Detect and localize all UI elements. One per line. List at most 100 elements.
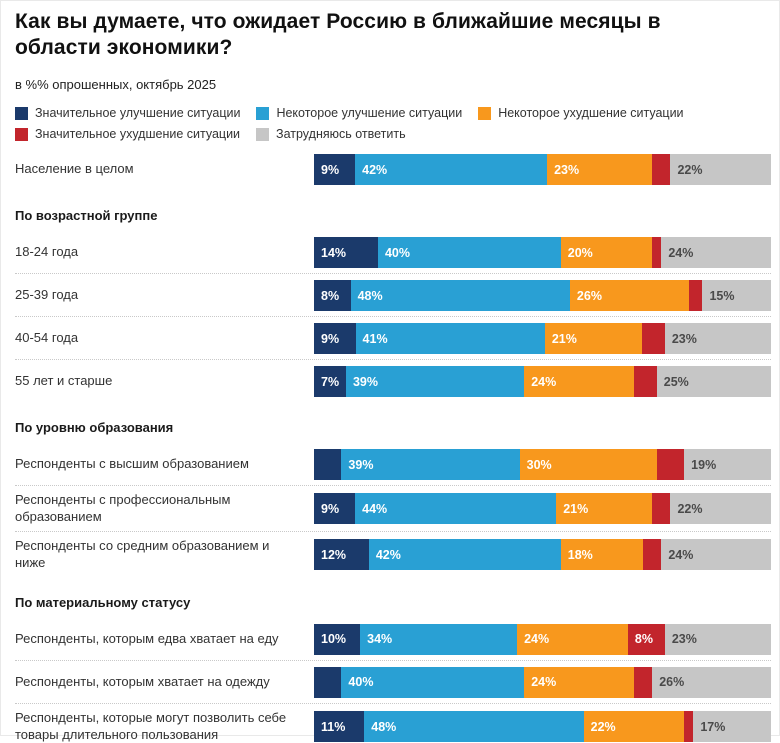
bar-segment-hard-to-answer: 23%: [664, 323, 771, 355]
bar-segment-some-worsening: 21%: [556, 493, 653, 525]
bar-segment-hard-to-answer: 15%: [702, 280, 771, 312]
bar-segment-value: 10%: [321, 632, 347, 647]
bar-segment-some-improvement: 39%: [345, 366, 525, 398]
bar-segment-some-worsening: 26%: [569, 280, 689, 312]
bar-segment-hard-to-answer: 24%: [661, 237, 771, 269]
bar-segment-some-improvement: 40%: [377, 237, 561, 269]
bar-segment-value: 7%: [321, 374, 340, 389]
bar-segment-value: 24%: [531, 374, 557, 389]
bar-segment-value: 42%: [375, 547, 401, 562]
stacked-bar: 7% 39% 24% 25%: [314, 366, 771, 398]
table-row: Респонденты, которым едва хватает на еду…: [15, 623, 771, 655]
bar-segment-hard-to-answer: 22%: [670, 493, 771, 525]
row-label: Респонденты с высшим образованием: [15, 456, 249, 472]
bar-segment-significant-improvement: 9%: [314, 323, 356, 355]
bar-segment-hard-to-answer: 17%: [693, 711, 771, 743]
group-header: По возрастной группе: [15, 208, 158, 224]
row-divider: [15, 273, 771, 275]
legend-item-some-improvement: Некоторое улучшение ситуации: [256, 106, 462, 120]
bar-segment-significant-worsening: [633, 666, 653, 698]
table-row: 55 лет и старше 7% 39% 24% 25%: [15, 366, 771, 398]
bar-segment-significant-worsening: 8%: [627, 623, 665, 655]
row-label: 40-54 года: [15, 330, 79, 346]
bar-segment-some-worsening: 30%: [519, 449, 657, 481]
bar-segment-value: 12%: [321, 547, 347, 562]
bar-segment-value: 40%: [348, 675, 374, 690]
legend: Значительное улучшение ситуации Некоторое…: [15, 106, 765, 141]
bar-segment-significant-worsening: [684, 711, 694, 743]
legend-swatch-some-improvement: [256, 106, 270, 120]
bar-segment-value: 24%: [668, 547, 694, 562]
bar-segment-value: 23%: [554, 162, 580, 177]
bar-segment-some-improvement: 39%: [341, 449, 520, 481]
legend-item-significant-improvement: Значительное улучшение ситуации: [15, 106, 240, 120]
bar-segment-some-worsening: 23%: [547, 154, 653, 186]
stacked-bar: 10% 34% 24% 8% 23%: [314, 623, 771, 655]
bar-segment-value: 19%: [691, 457, 717, 472]
bar-segment-value: 24%: [524, 632, 550, 647]
legend-label: Затрудняюсь ответить: [276, 127, 406, 142]
bar-segment-value: 48%: [357, 288, 383, 303]
bar-segment-value: 22%: [677, 162, 703, 177]
bar-segment-some-worsening: 24%: [524, 366, 634, 398]
row-label: Респонденты со средним образованием и ни…: [15, 537, 270, 570]
stacked-bar: 9% 42% 23% 22%: [314, 154, 771, 186]
bar-segment-some-improvement: 48%: [364, 711, 584, 743]
bar-segment-value: 23%: [671, 632, 697, 647]
bar-segment-value: 24%: [531, 675, 557, 690]
bar-segment-significant-worsening: [643, 539, 662, 571]
bar-segment-significant-improvement: 7%: [314, 366, 346, 398]
row-label: 55 лет и старше: [15, 373, 113, 389]
stacked-bar: 8% 48% 26% 15%: [314, 280, 771, 312]
bar-segment-some-improvement: 42%: [355, 154, 548, 186]
table-row: Респонденты, которые могут позволить себ…: [15, 710, 771, 743]
bar-segment-value: 17%: [700, 719, 726, 734]
legend-label: Значительное улучшение ситуации: [35, 106, 241, 121]
bar-segment-some-improvement: 34%: [360, 623, 518, 655]
legend-label: Некоторое ухудшение ситуации: [498, 106, 684, 121]
group-header: По уровню образования: [15, 420, 174, 436]
row-divider: [15, 359, 771, 361]
bar-segment-some-improvement: 44%: [355, 493, 557, 525]
table-row: Респонденты со средним образованием и ни…: [15, 538, 771, 572]
bar-segment-significant-worsening: [652, 493, 671, 525]
table-row: Респонденты, которым хватает на одежду 40…: [15, 666, 771, 698]
bar-segment-value: 8%: [321, 288, 340, 303]
bar-segment-significant-improvement: 10%: [314, 623, 361, 655]
table-row: 40-54 года 9% 41% 21% 23%: [15, 323, 771, 355]
bar-segment-some-worsening: 21%: [544, 323, 642, 355]
bar-segment-significant-improvement: 11%: [314, 711, 365, 743]
bar-segment-some-worsening: 24%: [524, 666, 634, 698]
table-row: 25-39 года 8% 48% 26% 15%: [15, 280, 771, 312]
bar-segment-significant-worsening: [652, 237, 662, 269]
group-header: По материальному статусу: [15, 594, 191, 610]
stacked-bar: 9% 41% 21% 23%: [314, 323, 771, 355]
bar-segment-value: 44%: [362, 501, 388, 516]
stacked-bar: 11% 48% 22% 17%: [314, 711, 771, 743]
bar-segment-value: 26%: [576, 288, 602, 303]
bar-segment-value: 26%: [659, 675, 685, 690]
bar-segment-value: 20%: [567, 245, 593, 260]
bar-segment-value: 40%: [384, 245, 411, 260]
bar-segment-significant-worsening: [633, 366, 657, 398]
legend-swatch-hard-to-answer: [256, 127, 270, 141]
bar-segment-value: 14%: [321, 245, 347, 260]
bar-segment-some-worsening: 20%: [560, 237, 653, 269]
bar-segment-some-improvement: 40%: [341, 666, 525, 698]
bar-segment-value: 9%: [321, 162, 340, 177]
bar-segment-value: 48%: [371, 719, 397, 734]
bar-segment-some-worsening: 18%: [560, 539, 644, 571]
row-divider: [15, 702, 771, 704]
bar-segment-some-worsening: 24%: [517, 623, 628, 655]
table-row: 18-24 года 14% 40% 20% 24%: [15, 237, 771, 269]
bar-segment-value: 9%: [321, 331, 340, 346]
legend-swatch-significant-improvement: [15, 106, 28, 120]
bar-segment-value: 22%: [677, 501, 703, 516]
bar-segment-hard-to-answer: 23%: [664, 623, 771, 655]
row-divider: [15, 316, 771, 318]
bar-segment-value: 15%: [709, 288, 735, 303]
row-label: Население в целом: [15, 161, 134, 177]
bar-segment-value: 9%: [321, 501, 340, 516]
bar-segment-significant-improvement: 8%: [314, 280, 351, 312]
bar-segment-significant-improvement: 9%: [314, 493, 356, 525]
